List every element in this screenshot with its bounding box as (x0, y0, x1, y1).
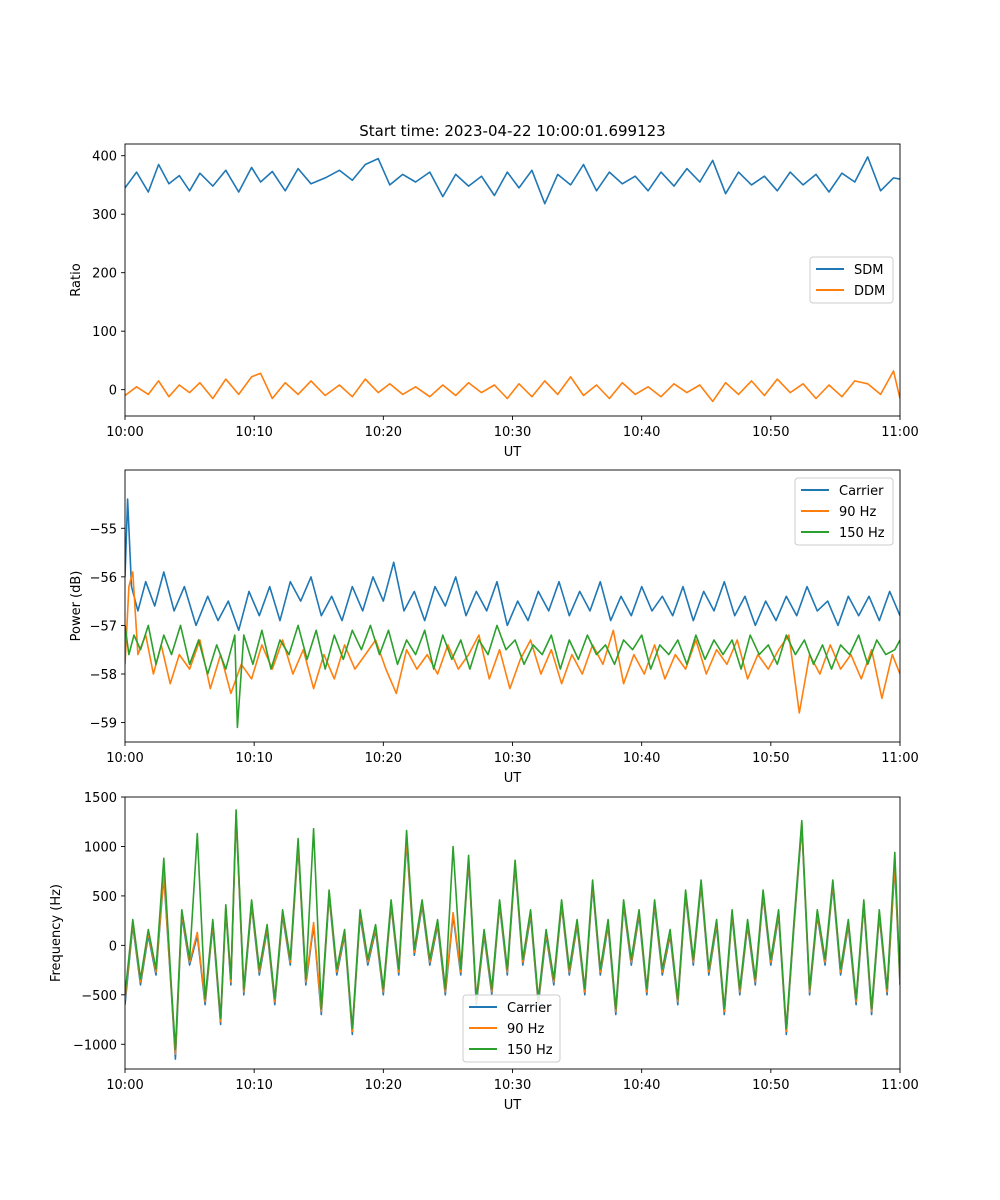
subplot-2: 10:00 10:10 10:20 10:30 10:40 10:50 11:00 −55 −5… (69, 469, 919, 786)
legend-entry: 150 Hz (507, 1043, 553, 1058)
x-tick-label: 11:00 (881, 1078, 918, 1093)
x-tick-label: 10:20 (365, 751, 402, 766)
x-tick-label: 10:00 (106, 1078, 143, 1093)
x-tick-label: 10:30 (494, 425, 531, 440)
y-tick-label: 0 (109, 939, 117, 954)
y-tick-label: 400 (92, 150, 117, 165)
y-tick-label: −57 (90, 619, 117, 634)
x-tick-label: 10:30 (494, 751, 531, 766)
y-tick-label: −55 (90, 522, 117, 537)
series-line-150-hz (125, 624, 900, 729)
series-line-carrier (125, 498, 900, 632)
x-tick-label: 10:40 (623, 751, 660, 766)
legend-entry: DDM (854, 284, 885, 299)
series-line-90-hz (125, 813, 900, 1055)
y-axis-label: Frequency (Hz) (49, 884, 64, 982)
x-axis-label: UT (504, 445, 522, 460)
y-tick-label: −1000 (73, 1038, 117, 1053)
x-tick-label: 10:00 (106, 751, 143, 766)
y-tick-label: 200 (92, 267, 117, 282)
subplot-3: 10:00 10:10 10:20 10:30 10:40 10:50 11:00 −1000… (49, 791, 919, 1113)
x-tick-label: 10:40 (623, 1078, 660, 1093)
y-tick-label: −500 (81, 989, 117, 1004)
legend: Carrier 90 Hz 150 Hz (462, 994, 561, 1063)
series-line-150-hz (125, 809, 900, 1050)
x-tick-label: 11:00 (881, 425, 918, 440)
x-tick-label: 10:40 (623, 425, 660, 440)
x-tick-label: 10:00 (106, 425, 143, 440)
y-tick-label: 300 (92, 208, 117, 223)
x-tick-label: 10:50 (752, 425, 789, 440)
legend-entry: Carrier (507, 1001, 552, 1016)
x-tick-label: 10:20 (365, 425, 402, 440)
legend-entry: SDM (854, 263, 883, 278)
series-line-sdm (125, 156, 900, 205)
y-tick-label: −58 (90, 668, 117, 683)
chart-title: Start time: 2023-04-22 10:00:01.699123 (359, 122, 665, 140)
x-tick-label: 10:20 (365, 1078, 402, 1093)
series-line-carrier (125, 816, 900, 1060)
x-tick-label: 10:30 (494, 1078, 531, 1093)
y-tick-label: 1000 (84, 840, 117, 855)
x-tick-label: 11:00 (881, 751, 918, 766)
axes-frame (124, 143, 901, 417)
x-axis-label: UT (504, 771, 522, 786)
y-tick-label: 500 (92, 890, 117, 905)
y-tick-label: −59 (90, 717, 117, 732)
y-tick-label: −56 (90, 571, 117, 586)
legend: Carrier 90 Hz 150 Hz (794, 477, 894, 546)
x-tick-label: 10:50 (752, 1078, 789, 1093)
y-axis-label: Power (dB) (69, 571, 84, 642)
legend-box (462, 994, 561, 1063)
x-tick-label: 10:10 (235, 1078, 272, 1093)
series-line-90-hz (125, 571, 900, 714)
series-line-ddm (125, 370, 900, 403)
x-tick-label: 10:50 (752, 751, 789, 766)
legend: SDM DDM (809, 256, 894, 304)
subplot-1: 10:00 10:10 10:20 10:30 10:40 10:50 11:00 0 100 2… (69, 122, 919, 460)
x-tick-label: 10:10 (235, 425, 272, 440)
legend-entry: 90 Hz (507, 1022, 544, 1037)
y-tick-label: 100 (92, 325, 117, 340)
y-tick-label: 0 (109, 384, 117, 399)
x-axis-label: UT (504, 1098, 522, 1113)
legend-entry: Carrier (839, 484, 884, 499)
x-tick-label: 10:10 (235, 751, 272, 766)
y-tick-label: 1500 (84, 791, 117, 806)
axes-frame (124, 469, 901, 743)
y-axis-label: Ratio (69, 263, 84, 296)
legend-entry: 90 Hz (839, 505, 876, 520)
legend-box (794, 477, 894, 546)
legend-entry: 150 Hz (839, 526, 885, 541)
